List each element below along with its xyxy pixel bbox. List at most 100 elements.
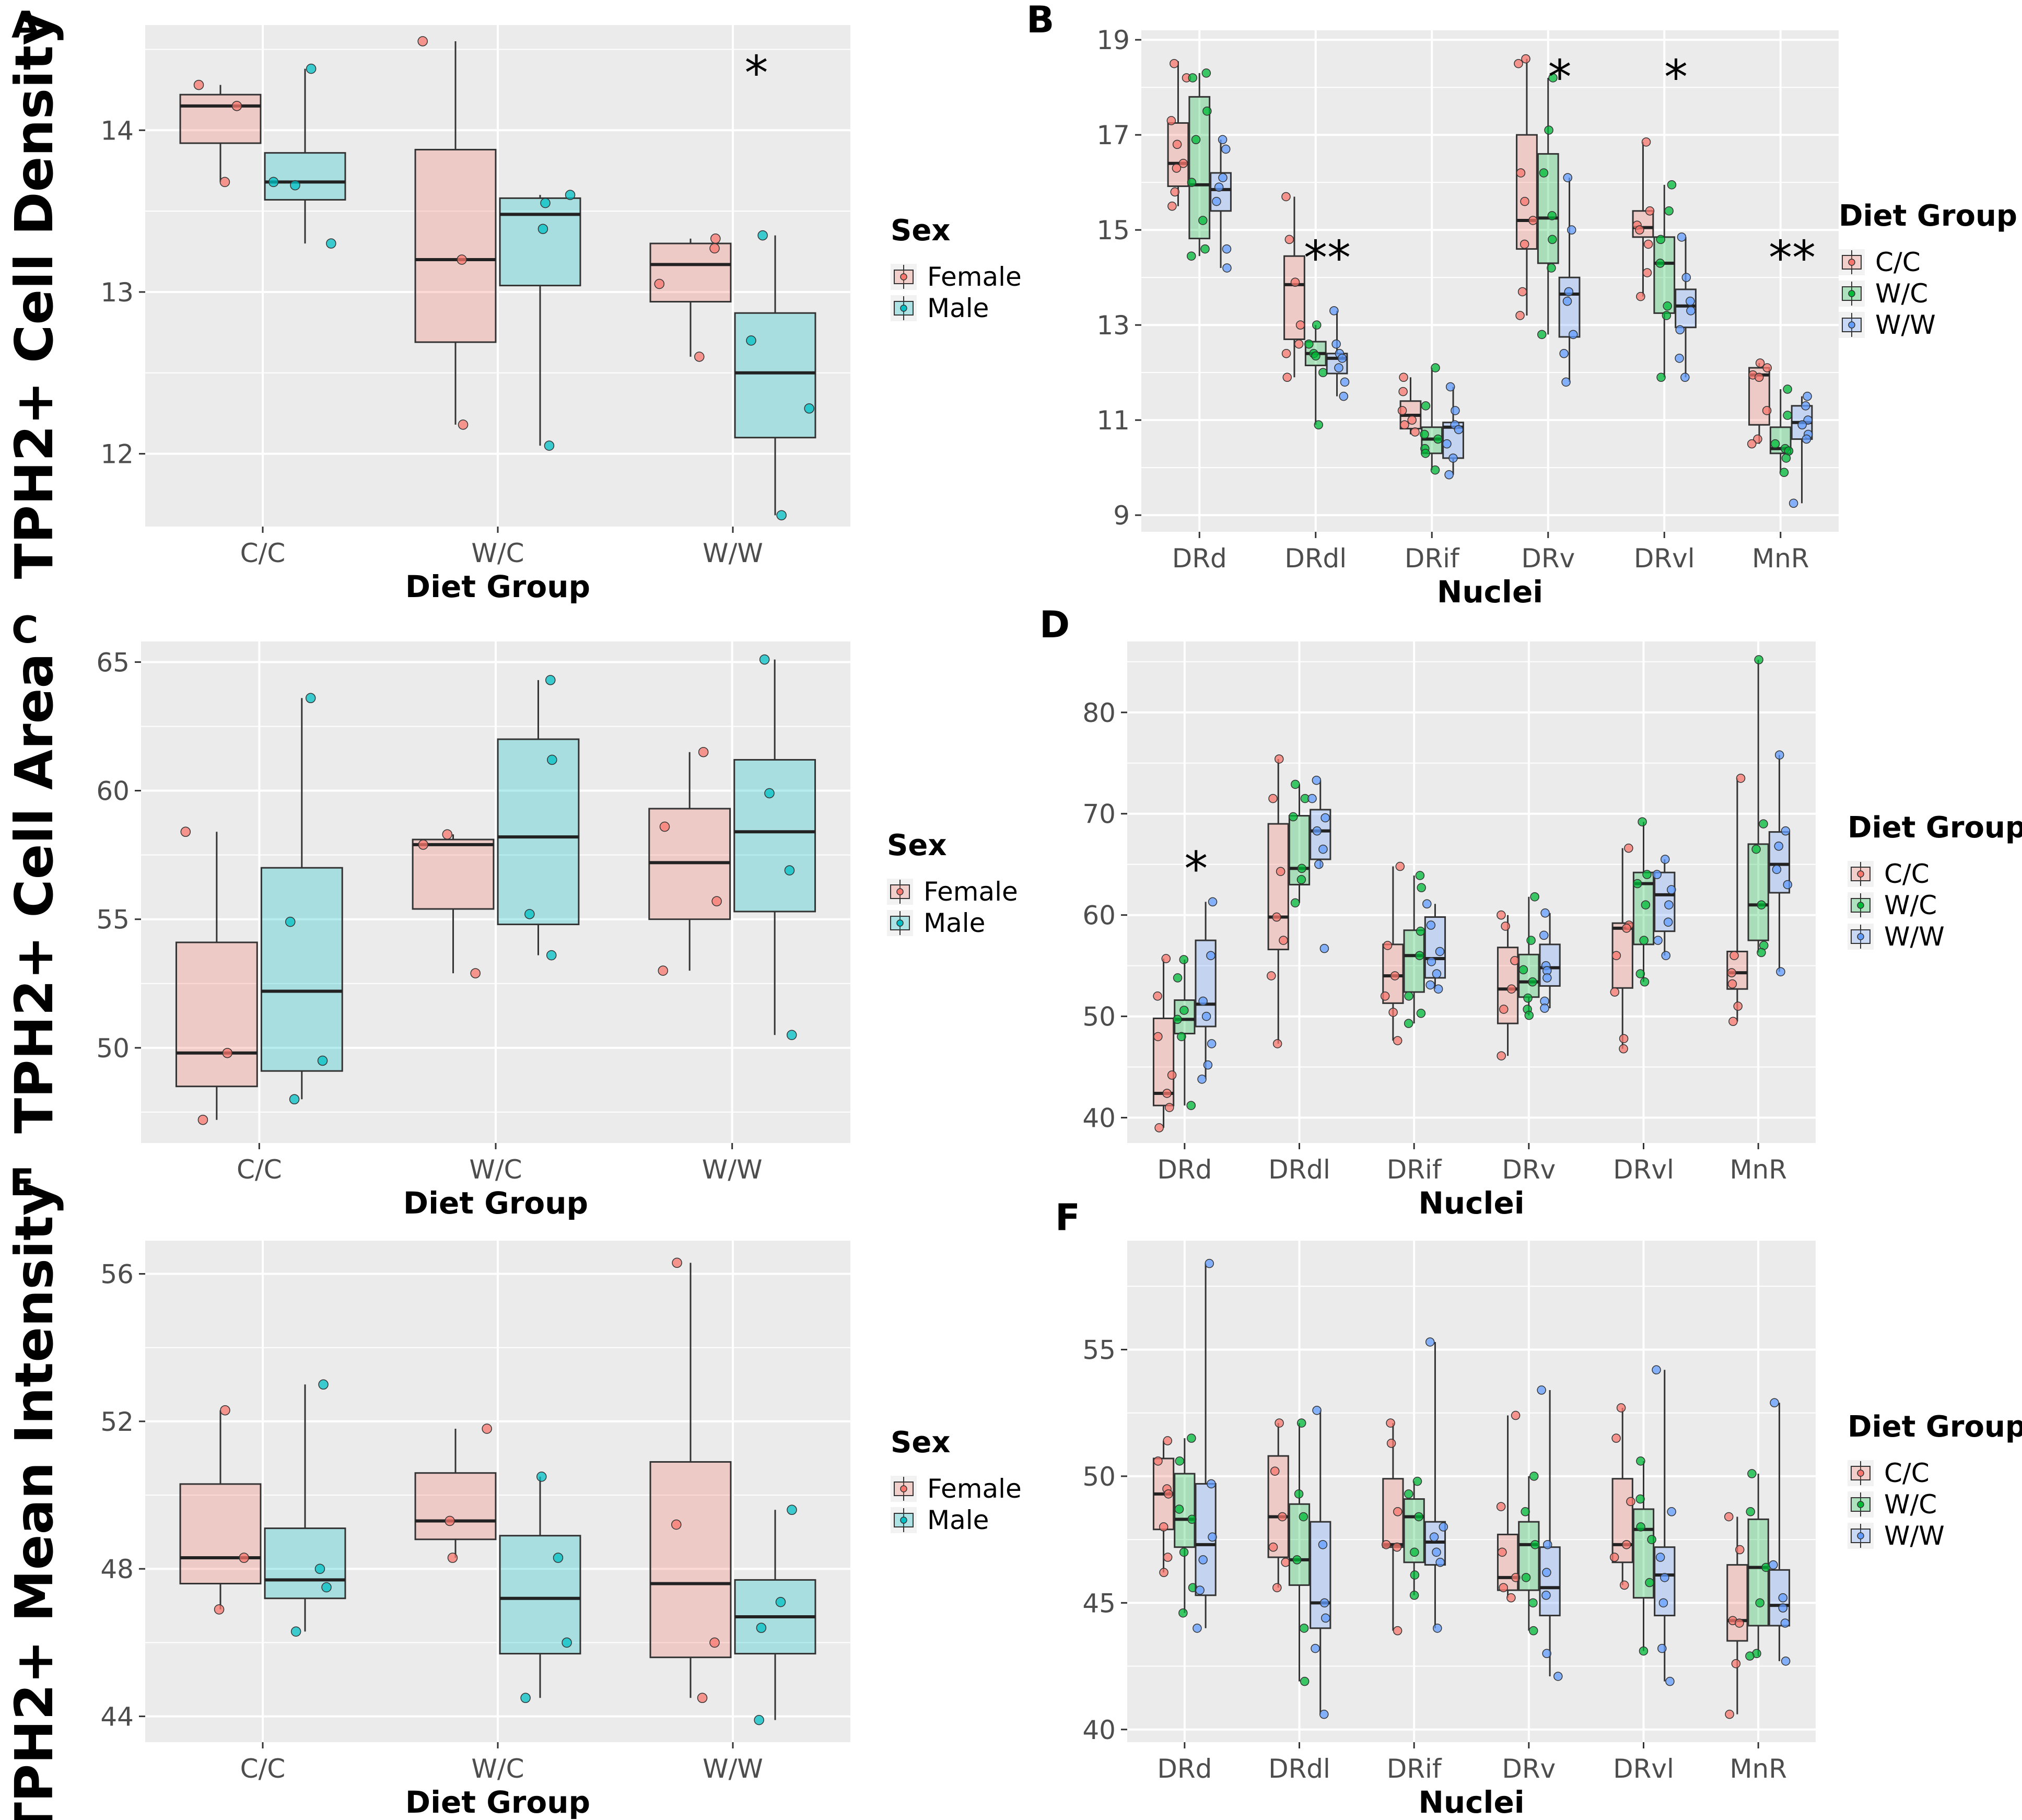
legend-entry-label: Male (927, 293, 989, 323)
data-point (697, 1693, 708, 1704)
box-cc-drif (1397, 372, 1422, 437)
data-point (754, 1714, 764, 1725)
data-point (1331, 339, 1341, 349)
x-tick-label: MnR (1729, 1754, 1787, 1784)
box-cc-drif (1380, 861, 1405, 1045)
box-body (1611, 1478, 1633, 1564)
data-point (1747, 1469, 1757, 1478)
data-point (1511, 1410, 1521, 1420)
box-female-wc (414, 1424, 497, 1563)
data-point (1645, 1578, 1654, 1588)
data-point (1393, 1036, 1402, 1045)
data-point (1520, 196, 1529, 206)
data-point (1751, 844, 1761, 854)
data-point (1390, 971, 1400, 981)
box-female-ww (649, 234, 732, 362)
data-point (1781, 1656, 1791, 1666)
data-point (1769, 1560, 1778, 1570)
box-ww-drif (1422, 899, 1446, 994)
data-point (1611, 951, 1621, 960)
data-point (1653, 936, 1663, 945)
y-tick-label: 45 (1082, 1588, 1116, 1618)
box-cc-drdl (1267, 754, 1289, 1048)
data-point (1179, 1547, 1189, 1557)
x-tick-label: DRif (1387, 1154, 1442, 1185)
data-point (1386, 1418, 1395, 1428)
data-point (1619, 1580, 1629, 1590)
data-point (1404, 1489, 1413, 1499)
data-point (804, 403, 814, 414)
data-point (1686, 306, 1696, 316)
data-point (1314, 859, 1324, 869)
data-point (1526, 936, 1536, 945)
x-axis-title: Nuclei (1418, 1784, 1524, 1820)
data-point (1433, 984, 1443, 994)
y-tick-label: 56 (100, 1259, 134, 1290)
x-tick-label: DRv (1521, 543, 1575, 574)
data-point (1801, 401, 1810, 411)
data-point (1417, 883, 1426, 893)
data-point (536, 1472, 547, 1482)
data-point (1677, 232, 1687, 242)
data-point (1662, 311, 1672, 320)
data-point (1296, 1418, 1306, 1428)
data-point (1281, 192, 1291, 202)
data-point (1270, 1466, 1280, 1476)
box-body (260, 867, 343, 1072)
data-point (1430, 465, 1440, 475)
data-point (1562, 296, 1572, 306)
legend-entry-label: W/C (1884, 890, 1937, 920)
data-point (1294, 339, 1304, 349)
box-body (649, 1461, 732, 1659)
data-point (193, 79, 204, 90)
y-tick-label: 80 (1082, 698, 1116, 728)
y-tick-label: 40 (1082, 1103, 1116, 1134)
data-point (1312, 826, 1322, 836)
data-point (1541, 1591, 1551, 1600)
box-wc-mnr (1745, 1469, 1771, 1661)
x-tick-label: C/C (237, 1154, 282, 1185)
box-ww-mnr (1768, 1398, 1791, 1666)
row-ylabel-cell-density: TPH2+ Cell Density (4, 11, 65, 579)
data-point (1179, 1006, 1189, 1015)
data-point (1540, 1004, 1549, 1013)
legend-title: Sex (887, 829, 946, 862)
data-point (1754, 655, 1763, 664)
box-body (733, 759, 816, 913)
data-point (776, 510, 787, 521)
box-cc-drv (1496, 1410, 1521, 1603)
box-cc-drvl (1610, 843, 1634, 1054)
data-point (1635, 1494, 1645, 1504)
data-point (1426, 920, 1436, 930)
box-ww-drdl (1310, 1406, 1331, 1719)
data-point (1501, 921, 1510, 931)
data-point (1404, 1019, 1413, 1028)
x-tick-label: MnR (1752, 543, 1809, 574)
data-point (1163, 1436, 1173, 1445)
y-tick-label: 15 (1096, 215, 1130, 246)
data-point (1667, 1507, 1676, 1516)
data-point (1329, 306, 1339, 316)
box-male-wc (497, 675, 580, 961)
y-tick-label: 40 (1082, 1715, 1116, 1745)
data-point (1675, 325, 1685, 335)
data-point (314, 1564, 325, 1574)
data-point (1444, 470, 1454, 480)
y-tick-label: 50 (96, 1033, 130, 1064)
legend-title: Diet Group (1839, 199, 2017, 233)
data-point (787, 1504, 797, 1515)
box-ww-drdl (1326, 306, 1350, 401)
x-tick-label: C/C (240, 1754, 286, 1784)
y-tick-label: 12 (100, 439, 134, 470)
x-tick-label: DRvl (1613, 1154, 1674, 1185)
y-tick-label: 11 (1096, 405, 1130, 436)
box-cc-drv (1514, 54, 1538, 320)
data-point (1292, 1555, 1302, 1565)
data-point (1382, 1540, 1391, 1549)
data-point (1307, 794, 1317, 803)
legend-entry-label: C/C (1884, 1458, 1930, 1488)
data-point (1177, 1032, 1186, 1042)
data-point (1511, 1573, 1521, 1582)
box-ww-drd (1195, 897, 1218, 1084)
